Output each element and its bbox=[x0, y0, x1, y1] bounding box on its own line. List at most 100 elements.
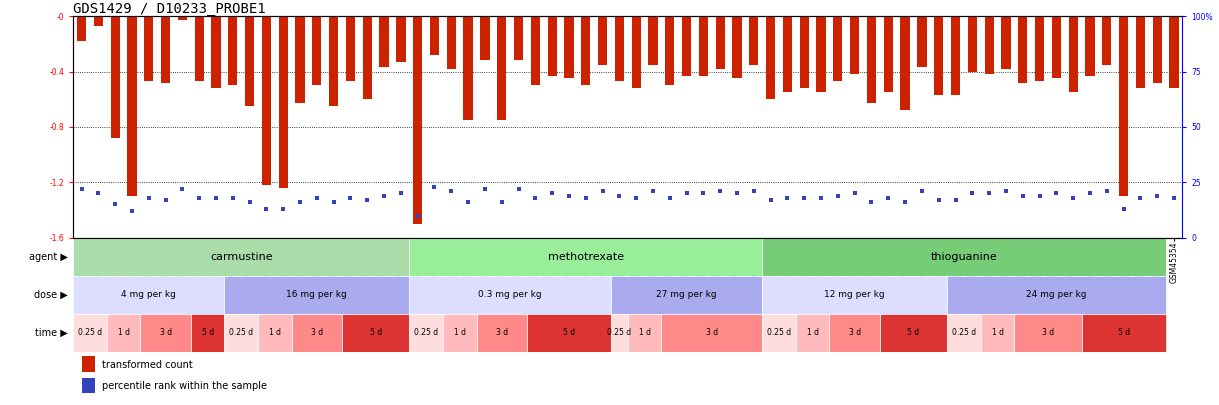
Bar bbox=[581, 16, 590, 85]
Bar bbox=[245, 16, 255, 106]
Bar bbox=[547, 16, 557, 76]
Bar bbox=[762, 238, 1165, 276]
Text: 24 mg per kg: 24 mg per kg bbox=[1026, 290, 1086, 299]
Text: 3 d: 3 d bbox=[848, 328, 861, 337]
Bar bbox=[1081, 314, 1165, 352]
Bar bbox=[211, 16, 221, 88]
Bar bbox=[934, 16, 944, 95]
Bar bbox=[880, 314, 947, 352]
Text: 3 d: 3 d bbox=[706, 328, 718, 337]
Bar bbox=[766, 16, 775, 99]
Text: 0.25 d: 0.25 d bbox=[607, 328, 631, 337]
Bar bbox=[1014, 314, 1081, 352]
Bar bbox=[295, 16, 305, 103]
Bar bbox=[73, 276, 224, 314]
Text: transformed count: transformed count bbox=[101, 360, 193, 369]
Bar bbox=[1001, 16, 1011, 69]
Bar bbox=[446, 16, 456, 69]
Text: 5 d: 5 d bbox=[907, 328, 919, 337]
Bar bbox=[800, 16, 809, 88]
Bar bbox=[178, 16, 187, 20]
Text: agent ▶: agent ▶ bbox=[29, 252, 68, 262]
Bar bbox=[410, 276, 611, 314]
Bar bbox=[127, 16, 137, 196]
Bar bbox=[1169, 16, 1179, 88]
Bar bbox=[343, 314, 410, 352]
Bar bbox=[279, 16, 288, 188]
Text: 3 d: 3 d bbox=[1042, 328, 1054, 337]
Bar bbox=[628, 314, 662, 352]
Bar bbox=[733, 16, 741, 79]
Bar bbox=[144, 16, 154, 81]
Text: GDS1429 / D10233_PROBE1: GDS1429 / D10233_PROBE1 bbox=[73, 2, 266, 16]
Bar bbox=[107, 314, 140, 352]
Text: 1 d: 1 d bbox=[639, 328, 651, 337]
Text: 0.25 d: 0.25 d bbox=[414, 328, 438, 337]
Bar bbox=[396, 16, 406, 62]
Bar bbox=[140, 314, 191, 352]
Text: 1 d: 1 d bbox=[269, 328, 280, 337]
Bar bbox=[379, 16, 389, 67]
Bar bbox=[796, 314, 829, 352]
Text: 0.25 d: 0.25 d bbox=[78, 328, 102, 337]
Text: thioguanine: thioguanine bbox=[930, 252, 997, 262]
Bar bbox=[947, 276, 1165, 314]
Bar bbox=[1052, 16, 1061, 79]
Text: 27 mg per kg: 27 mg per kg bbox=[656, 290, 717, 299]
Bar bbox=[312, 16, 322, 85]
Bar bbox=[850, 16, 859, 75]
Text: 5 d: 5 d bbox=[563, 328, 575, 337]
Bar bbox=[82, 377, 95, 393]
Bar bbox=[497, 16, 506, 120]
Bar bbox=[681, 16, 691, 76]
Text: 12 mg per kg: 12 mg per kg bbox=[824, 290, 885, 299]
Bar bbox=[362, 16, 372, 99]
Text: 3 d: 3 d bbox=[496, 328, 508, 337]
Bar bbox=[917, 16, 926, 67]
Text: 0.3 mg per kg: 0.3 mg per kg bbox=[478, 290, 542, 299]
Bar bbox=[346, 16, 355, 81]
Bar bbox=[750, 16, 758, 65]
Text: 5 d: 5 d bbox=[369, 328, 382, 337]
Bar bbox=[1102, 16, 1112, 65]
Bar bbox=[716, 16, 725, 69]
Bar bbox=[614, 16, 624, 81]
Bar bbox=[981, 314, 1014, 352]
Bar bbox=[834, 16, 842, 81]
Bar bbox=[224, 276, 410, 314]
Text: 4 mg per kg: 4 mg per kg bbox=[122, 290, 177, 299]
Bar bbox=[783, 16, 792, 92]
Bar bbox=[527, 314, 611, 352]
Bar bbox=[94, 16, 102, 26]
Bar bbox=[947, 314, 981, 352]
Text: 3 d: 3 d bbox=[311, 328, 323, 337]
Bar bbox=[817, 16, 825, 92]
Bar bbox=[599, 16, 607, 65]
Bar bbox=[410, 314, 442, 352]
Bar bbox=[1136, 16, 1145, 88]
Text: 0.25 d: 0.25 d bbox=[767, 328, 791, 337]
Bar bbox=[262, 16, 271, 185]
Bar bbox=[1119, 16, 1129, 196]
Bar bbox=[631, 16, 641, 88]
Bar bbox=[530, 16, 540, 85]
Bar bbox=[463, 16, 473, 120]
Bar bbox=[224, 314, 258, 352]
Text: 0.25 d: 0.25 d bbox=[229, 328, 254, 337]
Bar bbox=[698, 16, 708, 76]
Text: 3 d: 3 d bbox=[160, 328, 172, 337]
Text: 5 d: 5 d bbox=[201, 328, 213, 337]
Bar bbox=[1035, 16, 1045, 81]
Bar bbox=[77, 16, 87, 41]
Bar bbox=[611, 314, 628, 352]
Bar bbox=[662, 314, 762, 352]
Bar bbox=[1085, 16, 1095, 76]
Bar bbox=[968, 16, 976, 72]
Bar bbox=[867, 16, 876, 103]
Text: 1 d: 1 d bbox=[117, 328, 129, 337]
Bar bbox=[901, 16, 909, 110]
Bar bbox=[413, 16, 422, 224]
Bar bbox=[258, 314, 291, 352]
Bar bbox=[985, 16, 993, 75]
Bar bbox=[430, 16, 439, 55]
